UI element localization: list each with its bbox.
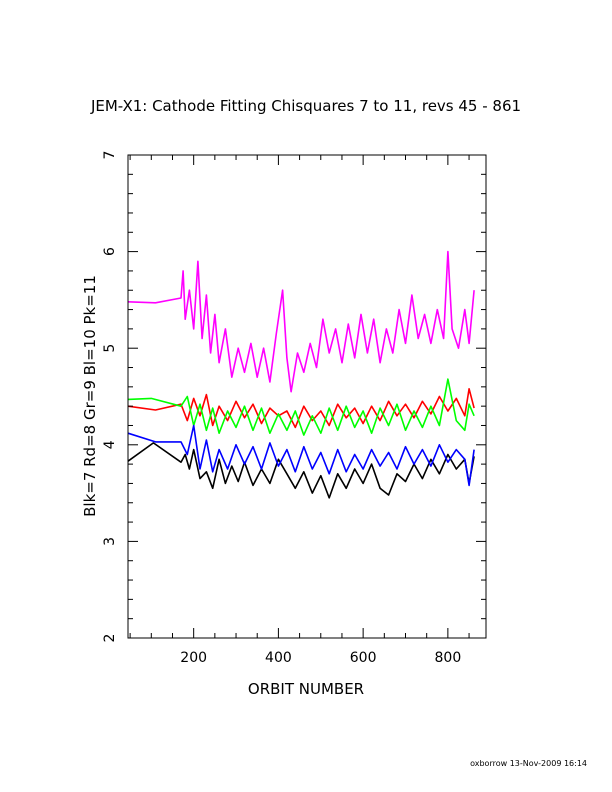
x-tick-label: 400 [265,650,292,666]
series-line-2 [127,388,475,429]
y-tick-label: 3 [102,537,118,546]
y-tick-label: 6 [102,247,118,256]
plot-area [127,250,475,499]
series-line-3 [127,378,475,436]
x-axis-label: ORBIT NUMBER [248,680,364,698]
x-tick-label: 600 [350,650,377,666]
axis-ticks [128,154,486,639]
x-tick-label: 800 [435,650,462,666]
footer-timestamp: oxborrow 13-Nov-2009 16:14 [470,759,587,768]
chart-title: JEM-X1: Cathode Fitting Chisquares 7 to … [90,97,521,115]
series-line-1 [127,442,475,499]
x-tick-label: 200 [180,650,207,666]
series-line-5 [127,250,475,393]
series-line-4 [127,424,475,487]
y-tick-label: 5 [102,344,118,353]
y-tick-label: 4 [102,440,118,449]
plot-frame [127,154,487,639]
tick-labels: 200 400 600 800 2 3 4 5 6 7 [102,151,461,666]
y-axis-label: Blk=7 Rd=8 Gr=9 Bl=10 Pk=11 [81,275,99,517]
y-tick-label: 2 [102,634,118,643]
y-tick-label: 7 [102,151,118,160]
